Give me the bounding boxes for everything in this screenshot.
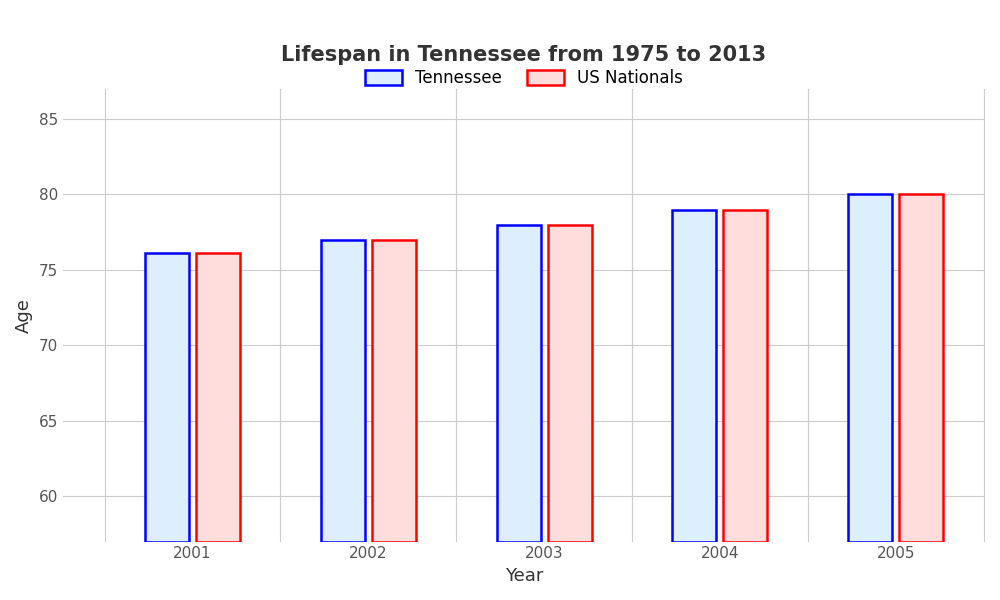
Bar [196, 253, 240, 542]
X-axis label: Year: Year [505, 567, 543, 585]
Bar [321, 240, 365, 542]
Bar [723, 209, 767, 542]
Bar [145, 253, 189, 542]
Y-axis label: Age: Age [15, 298, 33, 332]
Bar [848, 194, 892, 542]
Title: Lifespan in Tennessee from 1975 to 2013: Lifespan in Tennessee from 1975 to 2013 [281, 45, 766, 65]
Bar [497, 224, 541, 542]
Bar [899, 194, 943, 542]
Bar [372, 240, 416, 542]
Legend: Tennessee, US Nationals: Tennessee, US Nationals [357, 61, 691, 95]
Bar [548, 224, 592, 542]
Bar [672, 209, 716, 542]
